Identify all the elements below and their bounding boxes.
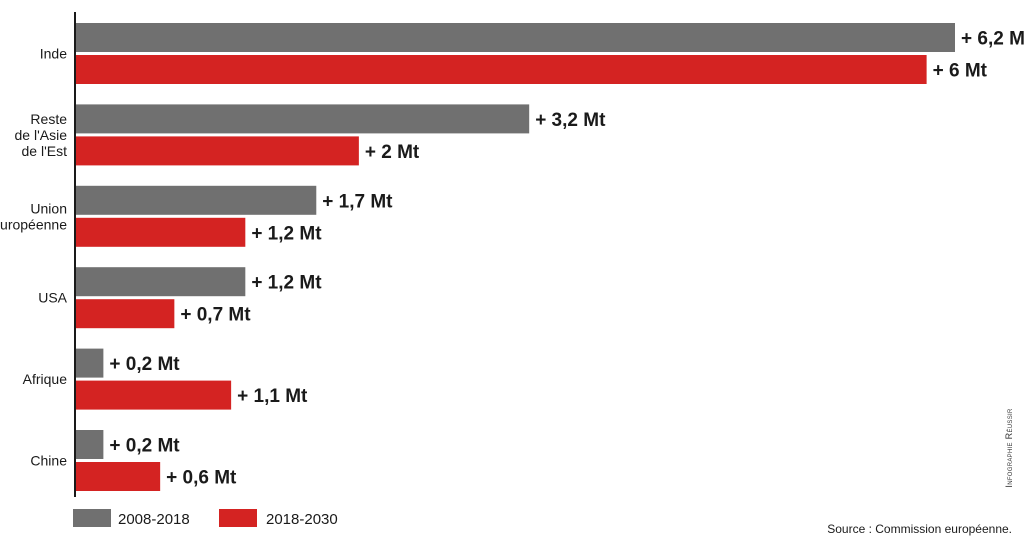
bar-2018-2030-0	[75, 55, 927, 84]
chart-legend: 2008-2018 2018-2030	[73, 509, 338, 528]
legend-label: 2018-2030	[266, 511, 338, 528]
chart-value-labels: + 6,2 Mt+ 6 Mt+ 3,2 Mt+ 2 Mt+ 1,7 Mt+ 1,…	[109, 29, 1024, 489]
category-label: Afrique	[23, 371, 68, 387]
value-label: + 1,2 Mt	[251, 273, 322, 294]
chart-bars	[75, 23, 955, 491]
credit-text: Infographie Réussir	[1004, 408, 1014, 488]
value-label: + 0,2 Mt	[109, 354, 180, 375]
category-label: Unioneuropéenne	[0, 200, 67, 232]
bar-2008-2018-5	[75, 430, 104, 459]
value-label: + 6,2 Mt	[961, 29, 1024, 50]
bar-2018-2030-2	[75, 217, 246, 247]
category-label: Inde	[40, 46, 67, 62]
value-label: + 1,2 Mt	[251, 223, 322, 244]
value-label: + 0,2 Mt	[109, 436, 180, 457]
bar-2018-2030-5	[75, 462, 161, 491]
value-label: + 1,1 Mt	[237, 386, 308, 407]
category-label: USA	[38, 290, 67, 306]
value-label: + 6 Mt	[933, 61, 988, 82]
bar-2008-2018-4	[75, 348, 104, 378]
value-label: + 1,7 Mt	[322, 191, 393, 212]
bar-2008-2018-2	[75, 185, 317, 215]
infographic-credit: Infographie Réussir	[1002, 400, 1016, 496]
value-label: + 2 Mt	[365, 142, 420, 163]
legend-swatch	[219, 509, 257, 527]
value-label: + 0,7 Mt	[180, 305, 251, 326]
bar-2018-2030-4	[75, 380, 232, 410]
bar-2008-2018-3	[75, 267, 246, 297]
bar-2018-2030-3	[75, 299, 175, 329]
category-label: Chine	[30, 453, 67, 469]
bar-2008-2018-1	[75, 104, 530, 134]
value-label: + 0,6 Mt	[166, 468, 237, 489]
bar-2008-2018-0	[75, 23, 955, 52]
source-note: Source : Commission européenne.	[827, 522, 1012, 536]
bar-2018-2030-1	[75, 136, 359, 166]
category-label: Reste de l'Asie de l'Est	[15, 111, 68, 159]
legend-swatch	[73, 509, 111, 527]
legend-label: 2008-2018	[118, 511, 190, 528]
value-label: + 3,2 Mt	[535, 110, 606, 131]
